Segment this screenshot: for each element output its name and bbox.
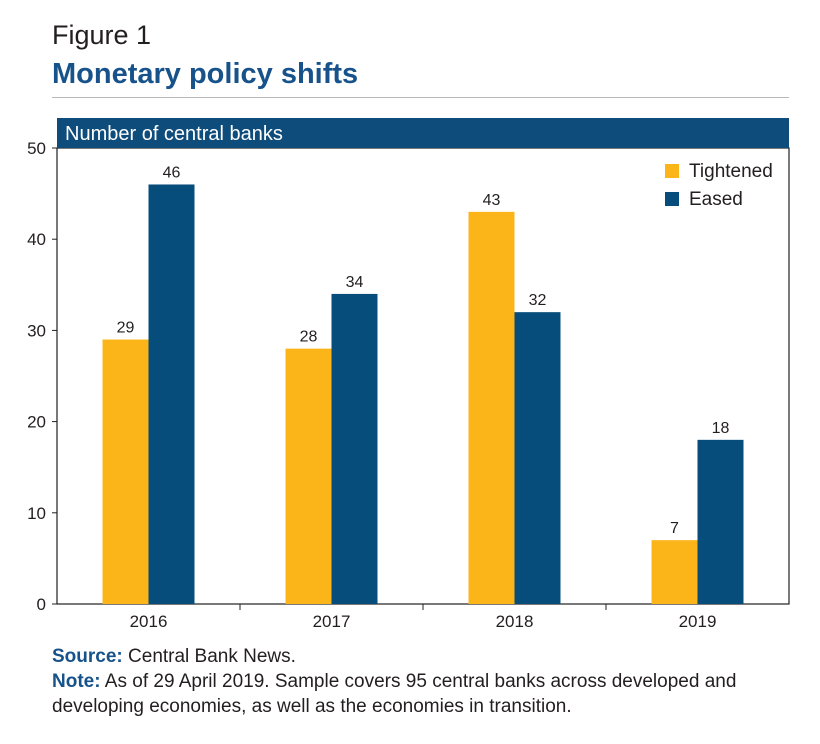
y-tick-label: 40: [27, 230, 46, 249]
data-label: 43: [483, 192, 501, 209]
source-line: Source: Central Bank News.: [52, 644, 802, 669]
figure-title: Monetary policy shifts: [52, 58, 359, 90]
legend-swatch-tightened: [665, 164, 679, 178]
source-text: Central Bank News.: [128, 646, 296, 667]
data-label: 28: [300, 329, 318, 346]
bar-tightened-2018: [468, 211, 515, 604]
bar-tightened-2017: [285, 348, 332, 604]
bar-eased-2019: [697, 439, 744, 604]
note-text: As of 29 April 2019. Sample covers 95 ce…: [52, 671, 737, 717]
bar-eased-2018: [514, 312, 561, 604]
source-label: Source:: [52, 646, 123, 667]
y-tick-label: 20: [27, 413, 46, 432]
chart-title: Number of central banks: [65, 123, 283, 145]
y-tick-label: 30: [27, 321, 46, 340]
data-label: 29: [117, 320, 135, 337]
x-tick-label: 2016: [130, 612, 168, 631]
bar-tightened-2016: [102, 339, 149, 604]
y-tick-label: 0: [37, 595, 46, 614]
figure-label: Figure 1: [52, 20, 152, 50]
bar-eased-2016: [148, 184, 195, 605]
y-tick-label: 10: [27, 504, 46, 523]
x-tick-label: 2017: [313, 612, 351, 631]
data-label: 18: [712, 420, 730, 437]
title-divider: [52, 97, 789, 98]
note-line: Note: As of 29 April 2019. Sample covers…: [52, 669, 802, 719]
legend-swatch-eased: [665, 192, 679, 206]
data-label: 32: [529, 292, 547, 309]
bar-tightened-2019: [651, 540, 698, 604]
chart-header-band: [57, 118, 789, 148]
legend-label-eased: Eased: [689, 189, 743, 210]
bar-eased-2017: [331, 293, 378, 604]
y-tick-label: 50: [27, 139, 46, 158]
x-tick-label: 2018: [496, 612, 534, 631]
data-label: 34: [346, 274, 364, 291]
data-label: 7: [670, 520, 679, 537]
bar-chart: Number of central banks 0 10 20 30 40 50 2016 29…: [27, 118, 790, 631]
figure-footer: Source: Central Bank News. Note: As of 2…: [52, 644, 802, 719]
x-tick-label: 2019: [679, 612, 717, 631]
legend-label-tightened: Tightened: [689, 161, 773, 182]
note-label: Note:: [52, 671, 101, 692]
data-label: 46: [163, 164, 181, 181]
